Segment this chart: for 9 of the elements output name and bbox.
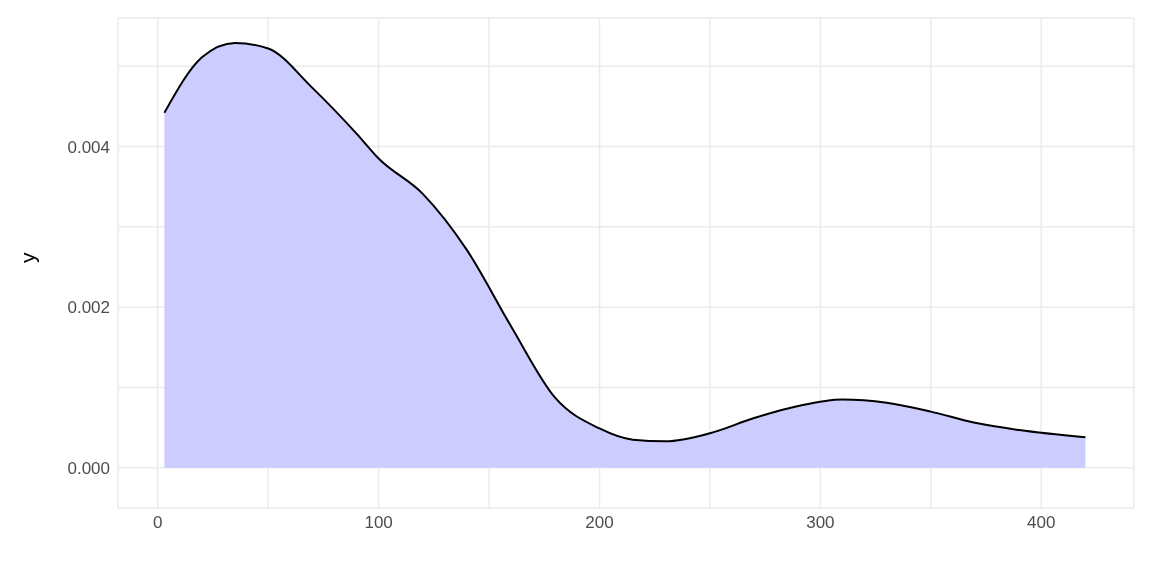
y-tick-label: 0.002 (67, 298, 110, 318)
y-axis-title: y (16, 252, 40, 263)
x-tick-label: 200 (585, 513, 614, 533)
x-tick-label: 0 (153, 513, 163, 533)
x-tick-label: 400 (1027, 513, 1056, 533)
x-tick-label: 100 (364, 513, 393, 533)
y-tick-label: 0.000 (67, 458, 110, 478)
x-tick-label: 300 (806, 513, 835, 533)
y-tick-label: 0.004 (67, 137, 110, 157)
